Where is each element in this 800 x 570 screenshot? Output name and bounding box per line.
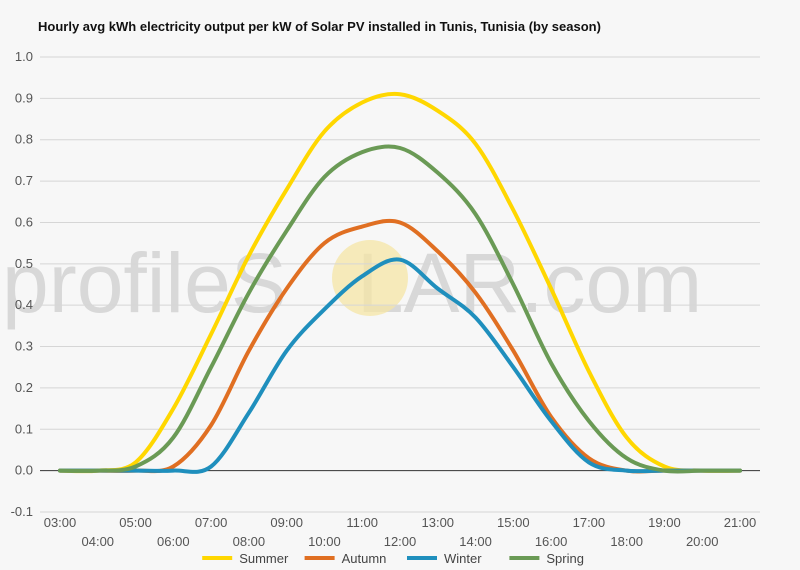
- x-tick-label: 04:00: [82, 534, 115, 549]
- x-tick-label: 20:00: [686, 534, 719, 549]
- y-tick-label: 0.3: [15, 339, 33, 354]
- y-tick-label: 0.6: [15, 214, 33, 229]
- x-tick-label: 17:00: [573, 515, 606, 530]
- y-axis: -0.1 0.0 0.1 0.2 0.3 0.4 0.5 0.6 0.7 0.8 0.9 1.0: [11, 49, 33, 519]
- chart-title: Hourly avg kWh electricity output per kW…: [38, 19, 601, 34]
- legend-item-winter[interactable]: Winter: [407, 551, 482, 566]
- x-tick-label: 19:00: [648, 515, 681, 530]
- x-tick-label: 13:00: [422, 515, 455, 530]
- series-line-winter: [58, 257, 742, 474]
- y-tick-label: 1.0: [15, 49, 33, 64]
- x-tick-label: 03:00: [44, 515, 77, 530]
- watermark-prefix: profileS: [2, 236, 287, 330]
- x-tick-label: 08:00: [233, 534, 266, 549]
- x-tick-label: 12:00: [384, 534, 417, 549]
- legend-label: Summer: [239, 551, 289, 566]
- x-tick-label: 09:00: [270, 515, 303, 530]
- legend-label: Autumn: [342, 551, 387, 566]
- x-tick-label: 15:00: [497, 515, 530, 530]
- x-tick-label: 14:00: [459, 534, 492, 549]
- legend: Summer Autumn Winter Spring: [202, 551, 584, 566]
- x-tick-label: 06:00: [157, 534, 190, 549]
- x-tick-label: 16:00: [535, 534, 568, 549]
- x-tick-label: 11:00: [346, 515, 378, 530]
- x-axis: 03:00 04:00 05:00 06:00 07:00 08:00 09:00 10:00…: [44, 515, 757, 549]
- y-tick-label: 0.2: [15, 380, 33, 395]
- legend-item-autumn[interactable]: Autumn: [304, 551, 387, 566]
- y-tick-label: 0.1: [15, 421, 33, 436]
- series-line-spring: [58, 144, 742, 474]
- x-tick-label: 21:00: [724, 515, 757, 530]
- watermark-sun-icon: [332, 240, 408, 316]
- series-lines: [58, 91, 742, 474]
- y-tick-label: 0.7: [15, 173, 33, 188]
- y-tick-label: -0.1: [11, 504, 33, 519]
- series-line-summer: [58, 91, 742, 474]
- legend-item-summer[interactable]: Summer: [202, 551, 289, 566]
- y-tick-label: 0.5: [15, 256, 33, 271]
- x-tick-label: 05:00: [119, 515, 152, 530]
- y-tick-label: 0.0: [15, 463, 33, 478]
- x-tick-label: 07:00: [195, 515, 228, 530]
- legend-label: Winter: [444, 551, 482, 566]
- y-tick-label: 0.8: [15, 132, 33, 147]
- x-tick-label: 18:00: [610, 534, 643, 549]
- x-tick-label: 10:00: [308, 534, 341, 549]
- legend-item-spring[interactable]: Spring: [509, 551, 584, 566]
- y-tick-label: 0.4: [15, 297, 33, 312]
- legend-label: Spring: [546, 551, 584, 566]
- y-tick-label: 0.9: [15, 90, 33, 105]
